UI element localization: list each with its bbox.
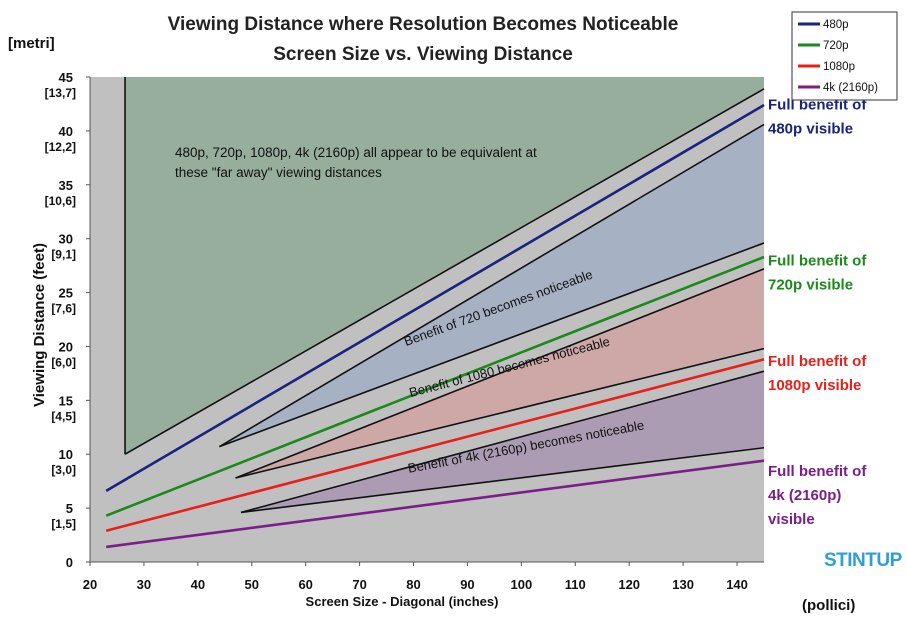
x-tick-label: 60 bbox=[298, 577, 312, 592]
series-720p-line bbox=[105, 255, 765, 517]
x-axis-unit: (pollici) bbox=[802, 597, 855, 614]
y-tick-sublabel: [1,5] bbox=[51, 517, 76, 531]
benefit-4k-upper-line bbox=[240, 370, 765, 514]
benefit-720-upper-line bbox=[219, 123, 765, 448]
y-tick-label: 35 bbox=[59, 178, 73, 193]
x-tick-label: 90 bbox=[460, 577, 474, 592]
right-label-4k: Full benefit of bbox=[768, 463, 867, 480]
x-tick-label: 100 bbox=[511, 577, 533, 592]
x-tick-label: 70 bbox=[352, 577, 366, 592]
legend: 480p 720p 1080p 4k (2160p) bbox=[791, 11, 898, 101]
x-tick-label: 140 bbox=[726, 577, 748, 592]
y-axis-unit: [metri] bbox=[8, 35, 55, 52]
far-away-region bbox=[125, 77, 765, 455]
y-tick-sublabel: [10,6] bbox=[45, 194, 76, 208]
y-tick-label: 10 bbox=[59, 447, 73, 462]
x-tick-label: 20 bbox=[83, 577, 97, 592]
y-axis-ticks: 0 5[1,5] 10[3,0] 15[4,5] 20[6,0] 25[7,6] 30[9,… bbox=[45, 70, 90, 570]
y-tick-label: 45 bbox=[59, 70, 73, 85]
x-tick-label: 50 bbox=[245, 577, 259, 592]
stintup-logo: STINTUP bbox=[824, 550, 903, 571]
x-tick-label: 110 bbox=[565, 577, 586, 592]
y-tick-label: 5 bbox=[66, 501, 73, 516]
plot-area bbox=[89, 77, 765, 563]
benefit-4k-lower-line bbox=[240, 446, 765, 514]
x-axis-title: Screen Size - Diagonal (inches) bbox=[306, 594, 499, 609]
y-tick-sublabel: [3,0] bbox=[51, 463, 76, 477]
x-tick-label: 30 bbox=[137, 577, 151, 592]
y-axis-title: Viewing Distance (feet) bbox=[31, 243, 48, 407]
y-tick-label: 0 bbox=[66, 555, 73, 570]
right-label-4k: 4k (2160p) bbox=[768, 487, 841, 504]
x-tick-label: 40 bbox=[191, 577, 205, 592]
y-tick-sublabel: [7,6] bbox=[51, 302, 76, 316]
series-4k-2160p--line bbox=[106, 459, 765, 549]
y-tick-sublabel: [9,1] bbox=[51, 248, 76, 262]
chart-title: Viewing Distance where Resolution Become… bbox=[168, 14, 679, 35]
legend-label: 4k (2160p) bbox=[823, 82, 878, 94]
x-tick-label: 130 bbox=[672, 577, 694, 592]
x-axis-ticks: 20 30 40 50 60 70 80 90 100 110 120 130 140 bbox=[83, 562, 748, 592]
right-label-720p: Full benefit of bbox=[768, 253, 867, 270]
right-label-480p: 480p visible bbox=[768, 120, 853, 137]
right-label-720p: 720p visible bbox=[768, 277, 853, 294]
benefit-720-lower-line bbox=[219, 242, 765, 448]
far-away-boundary-line bbox=[124, 88, 765, 455]
y-tick-sublabel: [12,2] bbox=[45, 140, 76, 154]
y-tick-label: 40 bbox=[59, 124, 73, 139]
y-tick-sublabel: [6,0] bbox=[51, 355, 76, 369]
chart-subtitle: Screen Size vs. Viewing Distance bbox=[273, 44, 573, 65]
right-label-1080p: 1080p visible bbox=[768, 377, 861, 394]
series-480p-line bbox=[105, 103, 765, 492]
y-tick-label: 15 bbox=[59, 393, 73, 408]
x-tick-label: 120 bbox=[618, 577, 640, 592]
legend-label: 480p bbox=[823, 19, 849, 31]
far-away-annotation: these "far away" viewing distances bbox=[175, 165, 382, 180]
y-tick-label: 20 bbox=[59, 339, 73, 354]
right-label-4k: visible bbox=[768, 511, 815, 528]
legend-label: 1080p bbox=[823, 61, 855, 73]
x-tick-label: 80 bbox=[406, 577, 420, 592]
y-tick-label: 25 bbox=[59, 286, 73, 301]
legend-box bbox=[791, 11, 898, 101]
y-tick-sublabel: [13,7] bbox=[45, 86, 76, 100]
right-label-480p: Full benefit of bbox=[768, 96, 867, 113]
benefit-1080-lower-line bbox=[235, 347, 765, 479]
y-tick-sublabel: [4,5] bbox=[51, 409, 76, 423]
y-tick-label: 30 bbox=[59, 232, 73, 247]
legend-label: 720p bbox=[823, 40, 849, 52]
far-away-annotation: 480p, 720p, 1080p, 4k (2160p) all appear… bbox=[175, 145, 537, 160]
right-label-1080p: Full benefit of bbox=[768, 353, 867, 370]
benefit-1080-upper-line bbox=[235, 268, 765, 479]
series-1080p-line bbox=[105, 358, 765, 533]
